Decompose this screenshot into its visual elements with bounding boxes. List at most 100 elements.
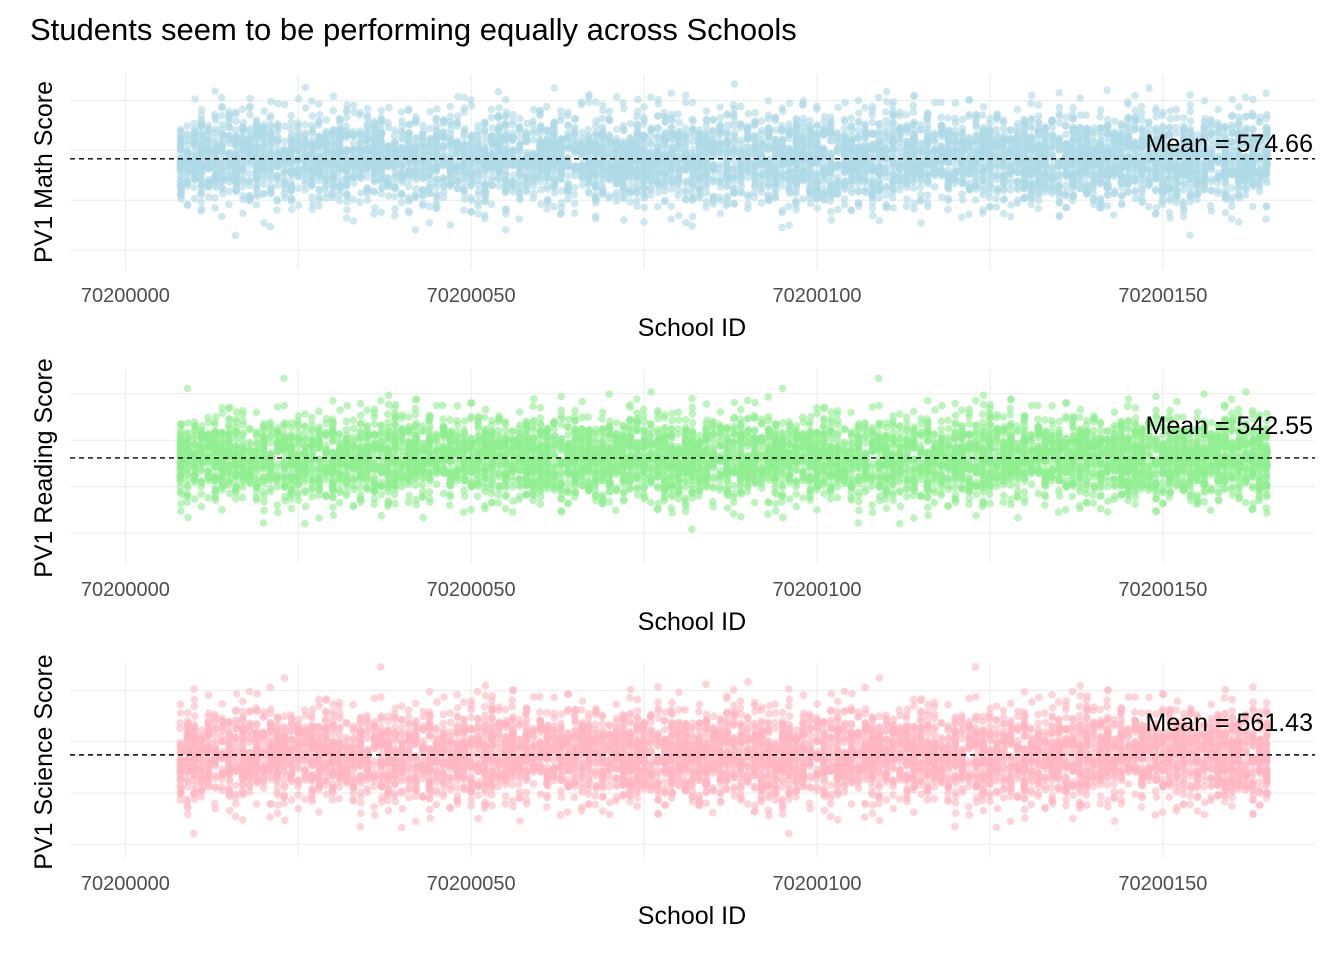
data-point xyxy=(667,160,676,168)
data-point xyxy=(681,124,689,132)
data-point xyxy=(639,120,648,128)
data-point xyxy=(495,103,504,112)
data-point xyxy=(764,145,773,153)
data-point xyxy=(792,149,800,157)
data-point xyxy=(592,195,600,204)
data-point xyxy=(232,156,240,164)
data-point xyxy=(529,150,537,159)
data-point xyxy=(246,111,254,119)
data-point xyxy=(342,214,351,222)
data-point xyxy=(723,127,731,135)
data-point xyxy=(709,135,717,143)
data-point xyxy=(992,140,1001,148)
data-point xyxy=(681,166,690,174)
data-point xyxy=(418,133,427,142)
data-point xyxy=(557,161,565,169)
data-point xyxy=(626,198,634,206)
data-point xyxy=(356,127,364,135)
data-point xyxy=(640,203,649,212)
data-point xyxy=(723,138,732,147)
data-point xyxy=(1020,169,1029,177)
data-point xyxy=(516,196,524,204)
data-point xyxy=(550,202,558,211)
data-point xyxy=(501,120,510,129)
data-point xyxy=(598,114,606,123)
data-point xyxy=(474,166,483,175)
data-point xyxy=(646,191,655,199)
data-point xyxy=(273,150,282,159)
data-point xyxy=(598,164,607,173)
data-point xyxy=(1013,137,1021,145)
data-point xyxy=(882,145,890,154)
data-point xyxy=(848,123,856,132)
data-point xyxy=(391,139,400,148)
data-point xyxy=(813,146,821,154)
data-point xyxy=(460,195,469,204)
data-point xyxy=(937,98,945,107)
data-point xyxy=(972,136,980,145)
data-point xyxy=(826,113,835,121)
data-point xyxy=(363,196,372,204)
chart-title: Students seem to be performing equally a… xyxy=(30,12,797,47)
data-point xyxy=(971,174,980,183)
data-point xyxy=(294,184,303,193)
data-point xyxy=(1013,168,1022,177)
data-point xyxy=(653,143,662,151)
data-point xyxy=(176,164,185,172)
data-point xyxy=(480,126,489,135)
data-point xyxy=(834,173,842,181)
data-point xyxy=(425,169,434,178)
data-point xyxy=(819,177,828,186)
data-point xyxy=(972,123,981,131)
data-point xyxy=(515,148,524,156)
data-point xyxy=(585,98,593,106)
data-point xyxy=(197,168,206,177)
data-point xyxy=(397,155,406,164)
data-point xyxy=(266,176,275,184)
data-point xyxy=(487,113,496,122)
data-point xyxy=(626,119,635,128)
data-point xyxy=(875,93,883,102)
data-point xyxy=(529,117,537,125)
data-point xyxy=(252,201,261,209)
data-point xyxy=(813,121,822,130)
data-point xyxy=(508,146,517,155)
data-point xyxy=(639,146,648,154)
data-point xyxy=(619,99,627,107)
data-point xyxy=(446,182,455,190)
data-point xyxy=(481,138,490,146)
data-point xyxy=(784,202,793,211)
data-point xyxy=(757,171,766,179)
data-point xyxy=(198,129,206,138)
data-point xyxy=(874,137,883,146)
data-point xyxy=(363,136,372,144)
data-point xyxy=(681,91,690,100)
data-point xyxy=(826,177,835,186)
data-point xyxy=(723,199,731,208)
data-point xyxy=(833,147,842,156)
data-point xyxy=(882,108,890,116)
data-point xyxy=(439,142,448,151)
data-point xyxy=(612,167,621,175)
data-point xyxy=(205,128,213,136)
data-point xyxy=(480,186,489,194)
data-point xyxy=(737,102,745,111)
data-point xyxy=(598,130,607,139)
data-point xyxy=(750,169,759,177)
data-point xyxy=(398,117,406,125)
data-point xyxy=(397,147,406,155)
data-point xyxy=(1027,194,1036,203)
data-point xyxy=(197,189,205,198)
data-point xyxy=(211,134,219,143)
data-point xyxy=(232,148,240,157)
data-point xyxy=(281,193,289,202)
data-point xyxy=(605,194,613,202)
data-point xyxy=(523,135,531,143)
data-point xyxy=(371,204,379,212)
data-point xyxy=(260,107,269,115)
data-point xyxy=(515,123,523,132)
data-point xyxy=(433,105,441,113)
data-point xyxy=(377,208,385,217)
data-point xyxy=(287,169,296,178)
data-point xyxy=(577,98,586,106)
